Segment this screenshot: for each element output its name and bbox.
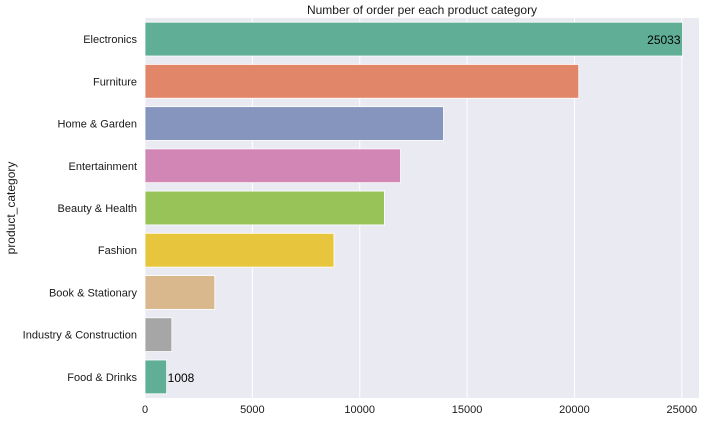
y-axis-label: product_category xyxy=(4,162,18,255)
data-label: 25033 xyxy=(647,33,681,47)
x-tick-label: 15000 xyxy=(452,404,483,416)
x-tick-label: 5000 xyxy=(240,404,264,416)
category-label: Furniture xyxy=(93,76,137,88)
bar xyxy=(144,275,216,310)
bar xyxy=(144,21,683,57)
category-label: Entertainment xyxy=(69,161,137,173)
bars xyxy=(144,21,683,395)
category-label: Electronics xyxy=(83,34,137,46)
category-label: Industry & Construction xyxy=(23,330,137,342)
x-tick-labels: 0 5000 10000 15000 20000 25000 xyxy=(142,404,697,416)
x-tick-label: 10000 xyxy=(344,404,375,416)
bar xyxy=(144,190,385,226)
bar xyxy=(144,232,335,268)
category-labels: Electronics Furniture Home & Garden Enterta… xyxy=(23,34,138,384)
x-tick-label: 25000 xyxy=(667,404,698,416)
bar xyxy=(144,317,173,352)
chart-title: Number of order per each product categor… xyxy=(307,3,537,17)
data-labels: 25033 1008 xyxy=(168,33,681,385)
category-label: Book & Stationary xyxy=(49,287,138,299)
bar xyxy=(144,359,168,395)
category-label: Beauty & Health xyxy=(58,203,138,215)
x-tick-label: 20000 xyxy=(559,404,590,416)
category-label: Fashion xyxy=(98,245,137,257)
data-label: 1008 xyxy=(168,371,195,385)
category-label: Home & Garden xyxy=(58,119,137,131)
bar xyxy=(144,148,401,184)
category-label: Food & Drinks xyxy=(67,372,137,384)
x-tick-label: 0 xyxy=(142,404,148,416)
bar xyxy=(144,64,580,99)
bar xyxy=(144,106,444,141)
